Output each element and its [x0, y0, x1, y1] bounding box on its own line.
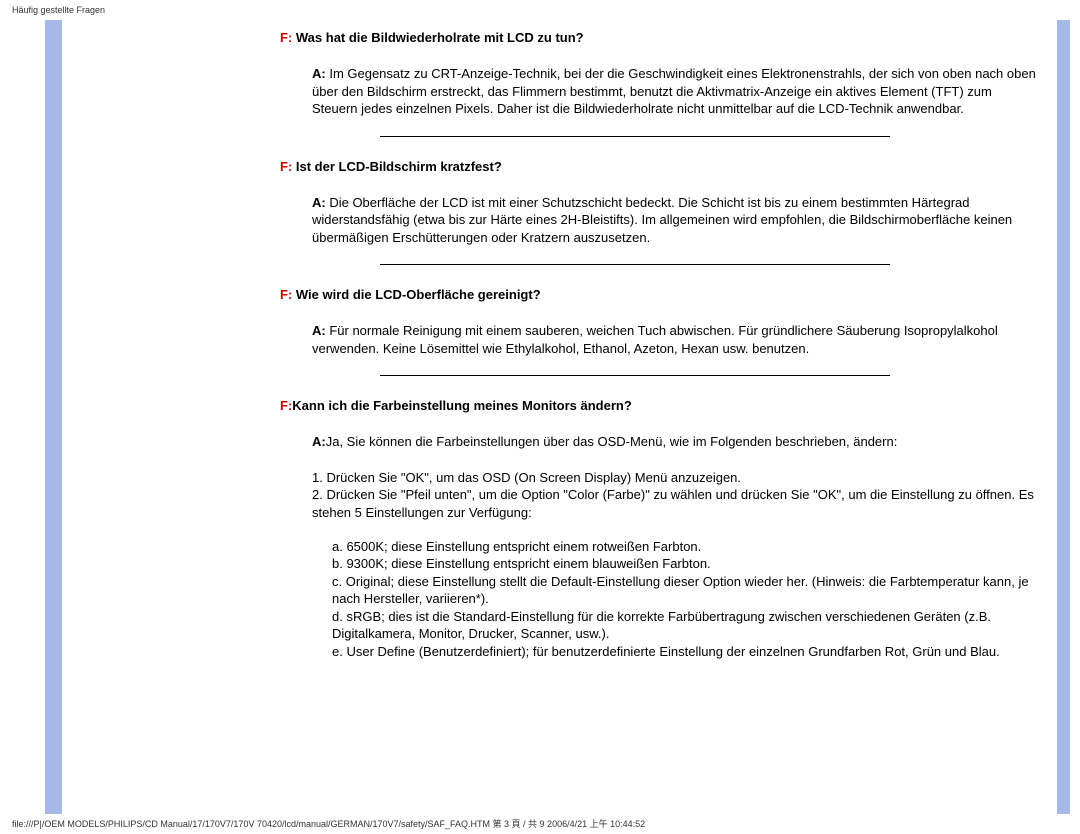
page-footer: file:///P|/OEM MODELS/PHILIPS/CD Manual/… — [12, 817, 645, 830]
list-item: b. 9300K; diese Einstellung entspricht e… — [332, 555, 1037, 573]
content-area: F: Was hat die Bildwiederholrate mit LCD… — [62, 20, 1057, 814]
list-item: d. sRGB; dies ist die Standard-Einstellu… — [332, 608, 1037, 643]
faq-answer: A: Im Gegensatz zu CRT-Anzeige-Technik, … — [280, 65, 1037, 118]
list-item: a. 6500K; diese Einstellung entspricht e… — [332, 538, 1037, 556]
question-text: Kann ich die Farbeinstellung meines Moni… — [292, 398, 632, 413]
divider — [380, 264, 890, 265]
faq-question: F: Ist der LCD-Bildschirm kratzfest? — [280, 159, 1037, 174]
answer-text: Im Gegensatz zu CRT-Anzeige-Technik, bei… — [312, 66, 1036, 116]
question-text: Ist der LCD-Bildschirm kratzfest? — [292, 159, 502, 174]
question-text: Wie wird die LCD-Oberfläche gereinigt? — [292, 287, 540, 302]
faq-question: F: Was hat die Bildwiederholrate mit LCD… — [280, 30, 1037, 45]
divider — [380, 375, 890, 376]
faq-item-1: F: Was hat die Bildwiederholrate mit LCD… — [280, 30, 1037, 118]
faq-question: F:Kann ich die Farbeinstellung meines Mo… — [280, 398, 1037, 413]
faq-item-4: F:Kann ich die Farbeinstellung meines Mo… — [280, 398, 1037, 660]
faq-answer: A: Für normale Reinigung mit einem saube… — [280, 322, 1037, 357]
page-header: Häufig gestellte Fragen — [12, 5, 105, 15]
list-item: e. User Define (Benutzerdefiniert); für … — [332, 643, 1037, 661]
question-prefix: F: — [280, 287, 292, 302]
list-item: 2. Drücken Sie "Pfeil unten", um die Opt… — [312, 486, 1037, 521]
answer-prefix: A: — [312, 434, 326, 449]
faq-answer: A: Die Oberfläche der LCD ist mit einer … — [280, 194, 1037, 247]
answer-prefix: A: — [312, 195, 326, 210]
list-item: 1. Drücken Sie "OK", um das OSD (On Scre… — [312, 469, 1037, 487]
numbered-list: 1. Drücken Sie "OK", um das OSD (On Scre… — [280, 469, 1037, 522]
answer-prefix: A: — [312, 323, 326, 338]
question-text: Was hat die Bildwiederholrate mit LCD zu… — [292, 30, 583, 45]
faq-item-2: F: Ist der LCD-Bildschirm kratzfest? A: … — [280, 159, 1037, 247]
faq-answer: A:Ja, Sie können die Farbeinstellungen ü… — [280, 433, 1037, 451]
answer-prefix: A: — [312, 66, 326, 81]
question-prefix: F: — [280, 159, 292, 174]
answer-text: Die Oberfläche der LCD ist mit einer Sch… — [312, 195, 1012, 245]
divider — [380, 136, 890, 137]
answer-text: Für normale Reinigung mit einem sauberen… — [312, 323, 998, 356]
question-prefix: F: — [280, 30, 292, 45]
page-container: F: Was hat die Bildwiederholrate mit LCD… — [45, 20, 1070, 814]
left-bar — [45, 20, 62, 814]
right-bar — [1057, 20, 1070, 814]
answer-text: Ja, Sie können die Farbeinstellungen übe… — [326, 434, 898, 449]
faq-question: F: Wie wird die LCD-Oberfläche gereinigt… — [280, 287, 1037, 302]
list-item: c. Original; diese Einstellung stellt di… — [332, 573, 1037, 608]
faq-item-3: F: Wie wird die LCD-Oberfläche gereinigt… — [280, 287, 1037, 357]
question-prefix: F: — [280, 398, 292, 413]
lettered-sublist: a. 6500K; diese Einstellung entspricht e… — [280, 538, 1037, 661]
